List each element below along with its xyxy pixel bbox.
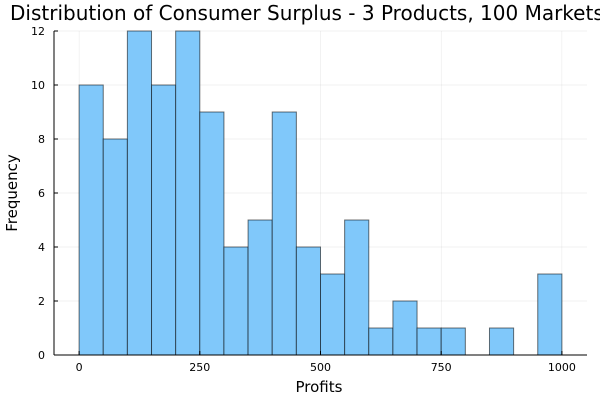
y-tick-label: 10: [31, 79, 45, 92]
histogram-bar: [344, 219, 370, 356]
histogram-bar: [537, 273, 563, 356]
histogram-bar: [488, 327, 515, 356]
histogram-bar: [247, 219, 273, 356]
y-tick-label: 2: [38, 295, 45, 308]
y-tick-label: 0: [38, 349, 45, 362]
y-tick-label: 8: [38, 133, 45, 146]
histogram-bar: [271, 111, 297, 356]
x-tick-label: 1000: [548, 361, 576, 374]
histogram-bar: [126, 30, 153, 356]
histogram-bar: [368, 327, 394, 356]
x-tick-label: 500: [310, 361, 331, 374]
y-tick-label: 4: [38, 241, 45, 254]
x-axis-ticks: 0 250 500 750 1000: [76, 351, 576, 374]
histogram-bars: [78, 30, 563, 356]
histogram-bar: [295, 246, 321, 356]
histogram-bar: [78, 84, 104, 356]
x-tick-label: 750: [431, 361, 452, 374]
x-axis-label: Profits: [296, 378, 343, 396]
histogram-bar: [102, 138, 128, 356]
histogram-bar: [320, 273, 346, 356]
y-tick-label: 6: [38, 187, 45, 200]
histogram-bar: [416, 327, 442, 356]
histogram-bar: [151, 84, 177, 356]
histogram-bar: [223, 246, 249, 356]
x-tick-label: 0: [76, 361, 83, 374]
y-axis-label: Frequency: [3, 154, 21, 232]
y-axis-ticks: 0 2 4 6 8 10 12: [31, 25, 58, 362]
histogram-bar: [175, 30, 201, 356]
histogram-bar: [199, 111, 225, 356]
chart-title: Distribution of Consumer Surplus - 3 Pro…: [10, 1, 600, 25]
y-tick-label: 12: [31, 25, 45, 38]
x-tick-label: 250: [189, 361, 210, 374]
histogram-bar: [440, 327, 466, 356]
histogram-bar: [392, 300, 418, 356]
